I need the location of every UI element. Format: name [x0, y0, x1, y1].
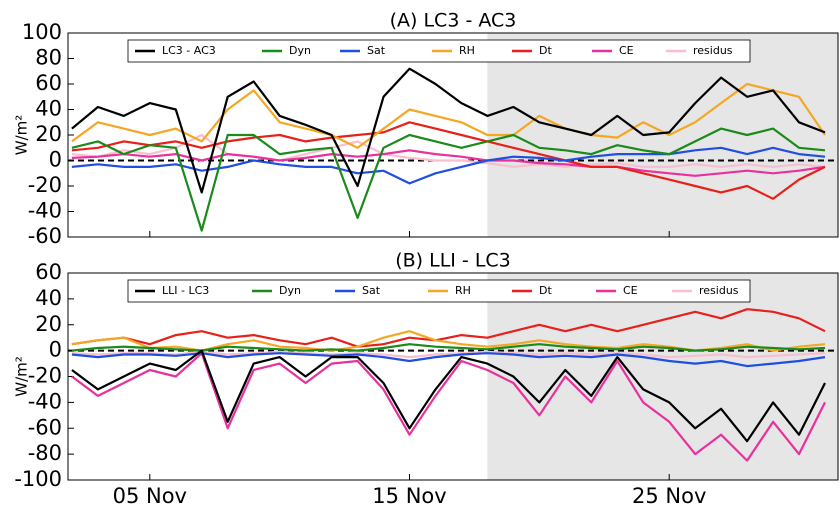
x-tick-label: 05 Nov: [113, 484, 187, 508]
x-tick-label: 15 Nov: [372, 484, 446, 508]
y-tick-label: -40: [28, 389, 62, 413]
y-tick-label: -60: [28, 415, 62, 439]
shaded-region: [487, 33, 838, 237]
y-axis-label: W/m²: [13, 115, 31, 156]
plot-frame: [67, 272, 839, 481]
panel-title: (B) LLI - LC3: [395, 250, 511, 272]
legend-label: CE: [623, 284, 638, 297]
series-line: [71, 127, 826, 232]
y-tick-label: -40: [28, 199, 62, 223]
series-line: [71, 352, 826, 462]
legend-label: LC3 - AC3: [162, 44, 216, 57]
series-line: [71, 146, 826, 185]
y-tick-label: 20: [35, 122, 62, 146]
y-tick-label: -20: [28, 173, 62, 197]
y-tick-label: 0: [49, 338, 62, 362]
legend-label: residus: [699, 284, 739, 297]
panel-title: (A) LC3 - AC3: [390, 10, 517, 32]
y-tick-label: 60: [35, 71, 62, 95]
series-line: [71, 343, 826, 352]
legend-label: RH: [459, 44, 475, 57]
y-tick-label: 40: [35, 286, 62, 310]
y-axis-label: W/m²: [13, 356, 31, 397]
y-tick-label: 0: [49, 148, 62, 172]
y-tick-label: -20: [28, 364, 62, 388]
legend-label: Dyn: [279, 284, 301, 297]
legend-label: RH: [455, 284, 471, 297]
y-tick-label: 40: [35, 97, 62, 121]
legend-label: Dyn: [289, 44, 311, 57]
legend-label: residus: [693, 44, 733, 57]
y-tick-label: 60: [35, 260, 62, 284]
x-tick-label: 25 Nov: [632, 484, 706, 508]
series-line: [71, 133, 826, 168]
series-line: [71, 67, 826, 194]
y-tick-label: 100: [22, 20, 62, 44]
series-line: [71, 82, 826, 149]
series-line: [71, 308, 826, 348]
series-line: [71, 121, 826, 200]
y-tick-label: -60: [28, 224, 62, 248]
plot-frame: [67, 32, 839, 238]
shaded-region: [487, 273, 838, 480]
legend-label: Dt: [539, 44, 552, 57]
legend-label: Sat: [362, 284, 381, 297]
legend-label: Sat: [367, 44, 386, 57]
y-tick-label: -80: [28, 441, 62, 465]
legend-label: Dt: [539, 284, 552, 297]
series-group: [68, 308, 838, 462]
y-tick-label: 80: [35, 46, 62, 70]
legend-label: LLI - LC3: [162, 284, 209, 297]
y-tick-label: 20: [35, 312, 62, 336]
y-tick-label: -100: [14, 467, 62, 491]
series-line: [71, 350, 826, 359]
series-group: [68, 67, 838, 232]
legend-label: CE: [619, 44, 634, 57]
series-line: [71, 349, 826, 443]
series-line: [71, 149, 826, 177]
